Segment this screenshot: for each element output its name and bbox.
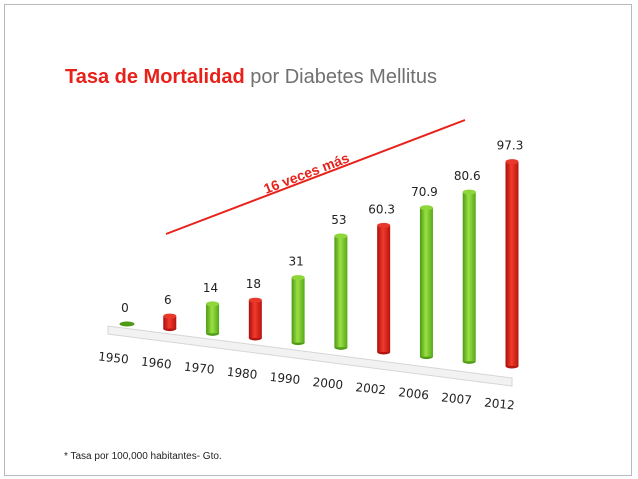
value-label-1960: 6: [164, 293, 172, 307]
value-label-1950: 0: [121, 301, 129, 315]
bar-1970: [206, 301, 220, 336]
trend-line: [165, 119, 466, 235]
category-label-1970: 1970: [183, 360, 215, 377]
bar-2006: [419, 205, 433, 360]
value-label-2002: 60.3: [368, 202, 395, 216]
slide-frame: [4, 4, 632, 476]
bar-1990: [291, 275, 305, 346]
category-label-2007: 2007: [441, 390, 473, 407]
bar-1960: [163, 313, 177, 332]
category-label-1990: 1990: [269, 370, 301, 387]
category-label-1960: 1960: [140, 355, 172, 372]
trend-annotation: 16 veces más: [261, 149, 351, 196]
footnote: * Tasa por 100,000 habitantes- Gto.: [64, 451, 222, 462]
title-rest: por Diabetes Mellitus: [244, 66, 437, 88]
bar-1950: [119, 321, 135, 327]
chart-title: Tasa de Mortalidad por Diabetes Mellitus: [65, 66, 437, 89]
value-label-2006: 70.9: [411, 185, 438, 199]
chart-floor: [107, 325, 513, 387]
bar-2007: [462, 189, 476, 364]
value-label-2007: 80.6: [454, 169, 481, 183]
value-label-2000: 53: [331, 213, 346, 227]
bar-1980: [248, 297, 262, 341]
category-label-2012: 2012: [483, 395, 515, 412]
category-label-2000: 2000: [312, 375, 344, 392]
category-label-1980: 1980: [226, 365, 258, 382]
bar-2012: [505, 159, 519, 369]
title-highlight: Tasa de Mortalidad: [65, 66, 245, 88]
category-label-2006: 2006: [398, 385, 430, 402]
category-label-2002: 2002: [355, 380, 387, 397]
value-label-1970: 14: [203, 281, 218, 295]
value-label-1980: 18: [246, 277, 261, 291]
category-label-1950: 1950: [97, 349, 129, 366]
value-label-2012: 97.3: [497, 139, 524, 153]
bar-2000: [334, 233, 348, 350]
value-label-1990: 31: [288, 255, 303, 269]
bar-2002: [377, 222, 391, 355]
